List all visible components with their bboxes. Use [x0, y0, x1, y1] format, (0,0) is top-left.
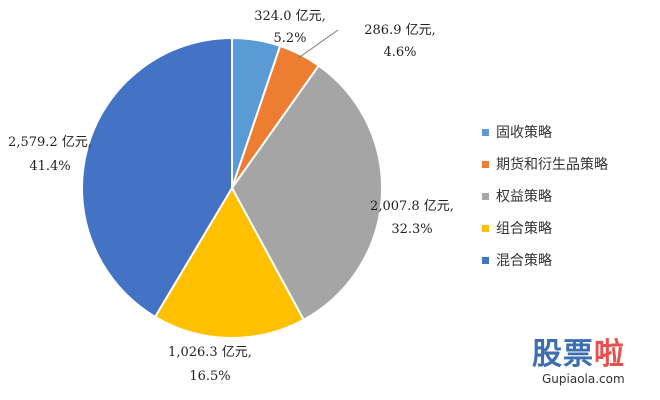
watermark-logo: 股票啦 Gupiaola.com [532, 338, 656, 396]
pie-slice [153, 185, 306, 339]
pie-slice [81, 36, 233, 319]
pie-slices [81, 36, 383, 339]
slice-percent-label: 4.6% [383, 45, 416, 60]
legend-item: 混合策略 [482, 252, 652, 269]
legend-label: 组合策略 [496, 221, 552, 237]
legend-swatch [482, 256, 489, 264]
legend: 固收策略 期货和衍生品策略 权益策略 组合策略 混合策略 [482, 124, 652, 284]
data-labels: 324.0 亿元, 5.2% 286.9 亿元, 4.6% 2,007.8 亿元, 32.… [8, 9, 454, 384]
legend-swatch [482, 192, 489, 200]
legend-item: 固收策略 [482, 124, 652, 141]
slice-percent-label: 41.4% [29, 159, 70, 174]
leader-line [298, 29, 339, 59]
slice-value-label: 2,007.8 亿元, [370, 199, 454, 214]
legend-item: 组合策略 [482, 220, 652, 237]
watermark-brand: 股票啦 [532, 338, 656, 372]
watermark-brand-main: 股票 [532, 337, 594, 372]
legend-label: 混合策略 [496, 253, 552, 269]
watermark-domain: Gupiaola.com [542, 372, 625, 386]
legend-label: 期货和衍生品策略 [496, 157, 608, 173]
slice-percent-label: 16.5% [189, 369, 230, 384]
legend-swatch [482, 128, 489, 136]
legend-label: 固收策略 [496, 125, 552, 141]
legend-swatch [482, 224, 489, 232]
legend-swatch [482, 160, 489, 168]
slice-value-label: 286.9 亿元, [364, 23, 435, 38]
slice-value-label: 324.0 亿元, [254, 9, 325, 24]
slice-percent-label: 5.2% [273, 31, 306, 46]
slice-percent-label: 32.3% [391, 222, 432, 237]
slice-value-label: 1,026.3 亿元, [168, 345, 252, 360]
legend-label: 权益策略 [496, 189, 552, 205]
watermark-brand-accent: 啦 [594, 337, 625, 372]
legend-item: 期货和衍生品策略 [482, 156, 652, 173]
legend-item: 权益策略 [482, 188, 652, 205]
slice-value-label: 2,579.2 亿元, [8, 135, 92, 150]
